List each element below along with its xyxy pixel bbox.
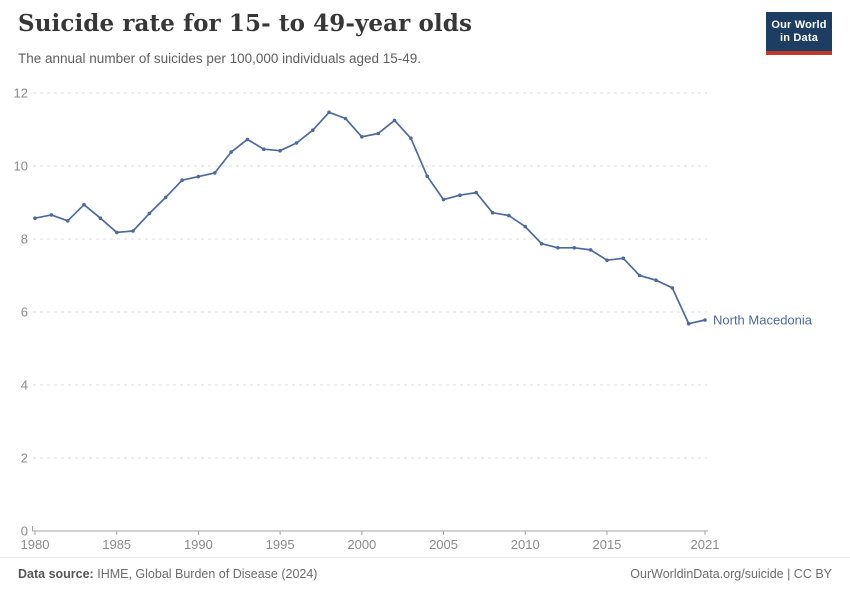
chart-svg: 0 2 4 6 8 10 12 1980 1985 1990 1995 2000 2005 2010 201… [14,86,813,553]
owid-logo-stripe [766,51,832,55]
x-tick-label: 1980 [21,537,50,552]
data-source-value: IHME, Global Burden of Disease (2024) [97,567,318,581]
data-point[interactable] [392,118,397,123]
data-point[interactable] [556,246,560,250]
data-point[interactable] [360,135,364,139]
data-point[interactable] [490,210,495,215]
data-point[interactable] [507,213,511,218]
data-point[interactable] [343,116,348,121]
data-point[interactable] [114,230,119,235]
owid-logo-line2: in Data [779,32,819,44]
data-point[interactable] [703,318,707,322]
data-point[interactable] [686,321,691,326]
data-point[interactable] [213,171,217,175]
data-point[interactable] [458,193,462,197]
x-tick-label: 2021 [691,537,720,552]
data-point[interactable] [49,213,54,217]
footer-divider [0,557,850,558]
owid-logo-line1: Our World [771,19,827,31]
data-point[interactable] [409,136,413,141]
x-tick-label: 1990 [184,537,213,552]
x-tick-label: 2000 [347,537,376,552]
y-tick-label: 4 [21,378,28,393]
data-point[interactable] [425,174,430,178]
data-point[interactable] [82,202,86,207]
owid-logo-box: Our World in Data [766,12,832,51]
data-point[interactable] [163,195,168,200]
data-point[interactable] [523,224,527,229]
owid-credit-link[interactable]: OurWorldinData.org/suicide | CC BY [630,567,832,581]
x-tick-label: 2005 [429,537,458,552]
data-point[interactable] [376,131,381,136]
y-tick-label: 10 [14,159,28,174]
data-point[interactable] [278,148,282,153]
data-source-label: Data source: [18,567,94,581]
data-point[interactable] [229,150,233,154]
x-tick-label: 1985 [102,537,131,552]
data-point[interactable] [621,256,626,261]
data-point[interactable] [327,110,331,115]
x-tick-label: 2015 [592,537,621,552]
y-tick-label: 8 [21,232,28,247]
y-tick-label: 12 [14,86,28,101]
data-point[interactable] [572,246,577,250]
owid-logo: Our World in Data [766,12,832,55]
data-point[interactable] [670,286,675,290]
series-line[interactable] [34,111,706,325]
y-tick-label: 0 [21,524,28,539]
data-point[interactable] [588,248,593,252]
data-point[interactable] [131,229,135,233]
data-point[interactable] [262,147,266,151]
data-point[interactable] [180,178,184,182]
chart-subtitle: The annual number of suicides per 100,00… [18,51,422,66]
data-point[interactable] [441,197,446,202]
data-point[interactable] [311,128,315,132]
data-point[interactable] [637,273,642,278]
data-point[interactable] [539,241,544,246]
y-tick-label: 2 [21,451,28,466]
data-point[interactable] [65,219,70,223]
data-point[interactable] [474,190,479,195]
data-point[interactable] [605,258,609,263]
x-tick-label: 2010 [511,537,540,552]
data-point[interactable] [196,174,201,179]
footer: Data source: IHME, Global Burden of Dise… [18,567,832,581]
data-point[interactable] [654,278,658,283]
page-title: Suicide rate for 15- to 49-year olds [18,10,472,37]
y-tick-label: 6 [21,305,28,320]
data-point[interactable] [245,137,250,142]
series-label: North Macedonia [713,313,813,328]
data-source-note: Data source: IHME, Global Burden of Dise… [18,567,317,581]
data-point[interactable] [294,141,299,145]
data-point[interactable] [33,216,37,220]
data-point[interactable] [98,216,103,220]
x-tick-label: 1995 [266,537,295,552]
data-point[interactable] [147,211,152,216]
